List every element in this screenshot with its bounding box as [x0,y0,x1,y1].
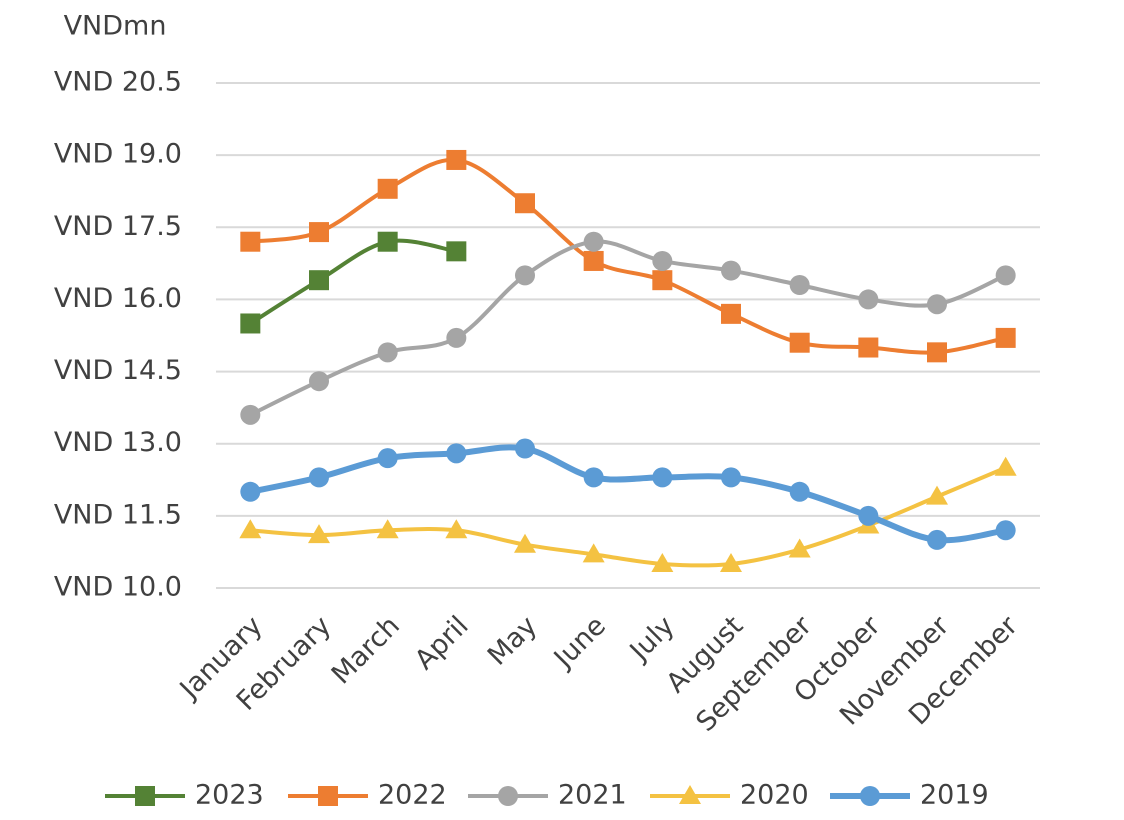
marker [309,467,329,488]
marker [927,294,947,315]
marker [582,543,605,563]
legend-label: 2022 [378,780,447,811]
legend-item: 2022 [288,780,447,811]
marker [679,785,701,804]
x-tick-label: June [547,610,612,675]
marker [995,265,1016,286]
legend-label: 2019 [920,780,989,811]
y-tick-label: VND 11.5 [54,499,182,530]
y-tick-label: VND 13.0 [54,427,182,458]
marker [652,250,673,271]
marker [927,342,947,363]
line [250,157,1007,355]
marker [583,231,604,252]
x-tick-label: May [482,610,543,671]
marker [377,178,398,199]
series [239,456,1017,572]
marker [446,443,467,464]
marker [788,538,811,558]
series [240,231,1016,425]
legend-item: 2023 [105,780,264,811]
marker [721,303,741,324]
legend-item: 2020 [650,780,809,811]
marker [860,786,880,806]
marker [446,241,467,262]
marker [514,533,536,553]
marker [308,524,330,544]
marker [377,448,398,469]
legend-label: 2020 [740,780,809,811]
marker [309,270,329,291]
marker [446,327,467,348]
line [249,238,457,326]
legend-label: 2021 [558,780,627,811]
legend-label: 2023 [195,780,264,811]
line [249,239,1007,417]
legend-item: 2019 [830,780,989,811]
marker [515,438,535,459]
marker [240,404,261,425]
marker [652,467,673,488]
line [249,444,1007,544]
marker [445,519,468,539]
marker [498,786,518,806]
marker [651,552,674,572]
legend-item: 2021 [468,780,627,811]
marker [789,332,810,353]
series [240,438,1016,550]
marker [515,193,535,214]
marker [720,552,742,572]
marker [858,289,879,310]
marker [994,456,1017,476]
x-tick-label: March [326,610,406,690]
marker [239,519,262,539]
y-tick-label: VND 17.5 [54,211,182,242]
marker [377,231,398,252]
marker [721,467,741,488]
marker [652,270,673,291]
marker [318,786,338,806]
y-tick-label: VND 14.5 [54,355,182,386]
marker [309,222,329,243]
marker [240,481,261,502]
marker [135,786,155,806]
marker [583,467,604,488]
series [240,231,467,334]
marker [858,505,879,526]
y-tick-label: VND 10.0 [54,572,182,603]
marker [721,260,741,281]
marker [309,371,329,392]
marker [995,327,1016,348]
series [240,149,1016,363]
unit-label: VNDmn [64,11,167,42]
marker [858,337,879,358]
marker [376,519,399,539]
x-tick-label: April [409,610,475,676]
marker [789,481,810,502]
y-tick-label: VND 19.0 [54,139,182,170]
marker [240,313,261,334]
marker [789,275,810,295]
y-tick-label: VND 20.5 [54,67,182,98]
marker [377,342,398,363]
marker [927,529,947,550]
marker [583,250,604,271]
marker [515,265,535,286]
y-tick-label: VND 16.0 [54,283,182,314]
marker [926,485,948,505]
marker [240,231,261,252]
x-tick-label: July [623,610,681,668]
marker [995,520,1016,541]
marker [446,149,467,170]
